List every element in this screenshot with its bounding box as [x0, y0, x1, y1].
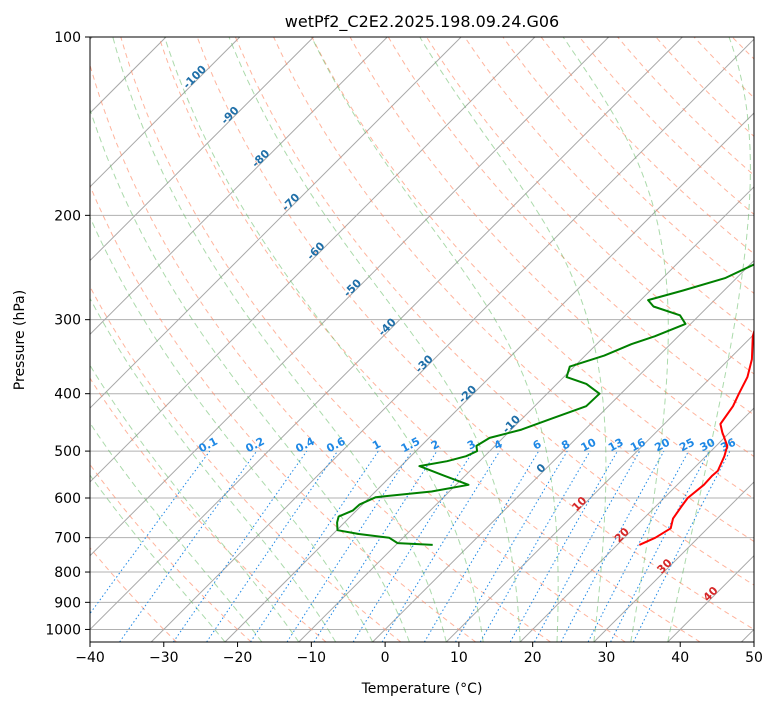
- isotherm-line: [445, 333, 754, 642]
- isotherm-line: [90, 37, 683, 631]
- sounding-profiles: [336, 263, 754, 546]
- mixing-ratio-line: [560, 450, 665, 642]
- mixing-ratio-label: 10: [579, 436, 599, 455]
- isotherm-line: [593, 481, 754, 642]
- mixing-ratio-line: [313, 450, 438, 642]
- dry-adiabat-line: [311, 37, 754, 500]
- dry-adiabat-line: [90, 63, 551, 642]
- y-tick-label: 500: [54, 444, 81, 460]
- mixing-ratio-label: 36: [718, 435, 738, 454]
- dry-adiabat-line: [196, 37, 754, 631]
- mixing-ratio-line: [455, 450, 568, 642]
- isotherm-line: [90, 37, 314, 262]
- mixing-ratio-line: [119, 450, 258, 642]
- dry-adiabat-line: [349, 37, 754, 458]
- x-tick-label: −30: [149, 650, 179, 666]
- isotherm-line: [90, 37, 241, 188]
- y-tick-label: 800: [54, 565, 81, 581]
- mixing-ratio-label: 30: [698, 435, 718, 454]
- x-tick-label: 10: [450, 650, 468, 666]
- chart-title: wetPf2_C2E2.2025.198.09.24.G06: [285, 12, 559, 32]
- moist-adiabat-line: [311, 37, 559, 642]
- moist-adiabat-line: [90, 422, 263, 642]
- moist-adiabat-line: [90, 297, 337, 642]
- x-tick-label: −40: [75, 650, 105, 666]
- isotherm-line: [224, 112, 754, 642]
- mixing-ratio-line: [90, 450, 211, 615]
- mixing-ratio-line: [509, 450, 618, 642]
- moist-adiabat-line: [228, 37, 521, 642]
- x-axis-title: Temperature (°C): [361, 681, 483, 697]
- mixing-ratio-line: [172, 450, 308, 642]
- dewpoint-profile-line: [336, 263, 754, 546]
- y-tick-label: 600: [54, 491, 81, 507]
- dry-adiabat-line: [90, 285, 402, 642]
- y-tick-label: 900: [54, 595, 81, 611]
- mixing-ratio-line: [352, 450, 474, 642]
- isotherm-line: [90, 37, 388, 336]
- x-tick-label: 20: [524, 650, 542, 666]
- dry-adiabat-line: [90, 377, 327, 642]
- x-tick-label: 50: [745, 650, 763, 666]
- y-tick-label: 200: [54, 208, 81, 224]
- y-tick-label: 100: [54, 30, 81, 46]
- mixing-ratio-line: [533, 450, 641, 642]
- y-tick-label: 700: [54, 531, 81, 547]
- mixing-ratio-label: 25: [677, 436, 697, 455]
- y-tick-label: 1000: [45, 622, 81, 638]
- dry-adiabat-line: [426, 37, 754, 375]
- background-lines: [90, 37, 754, 642]
- mixing-ratio-label: 20: [652, 436, 672, 455]
- mixing-ratio-line: [423, 450, 540, 642]
- y-axis: 1000 900 800 700 600 500 400 300 200 100: [45, 30, 90, 638]
- mixing-ratio-line: [206, 450, 339, 642]
- x-tick-label: 40: [671, 650, 689, 666]
- mixing-ratio-label: 13: [606, 436, 626, 455]
- x-tick-label: 0: [381, 650, 390, 666]
- moist-adiabat-line: [90, 474, 226, 642]
- mixing-ratio-label: 16: [628, 436, 648, 455]
- dry-adiabat-line: [120, 37, 626, 642]
- dry-adiabat-line: [387, 37, 754, 416]
- y-tick-label: 300: [54, 313, 81, 329]
- x-axis: −40 −30 −20 −10 0 10 20 30 40 50: [75, 642, 763, 666]
- mixing-ratio-line: [479, 450, 591, 642]
- temperature-profile-line: [638, 328, 754, 546]
- dry-adiabat-line: [234, 37, 754, 586]
- isotherm-line: [372, 259, 754, 642]
- isotherm-line: [150, 38, 754, 642]
- plot-area: [90, 37, 754, 642]
- moist-adiabat-line: [90, 107, 410, 642]
- y-tick-label: 400: [54, 387, 81, 403]
- isotherm-line: [90, 37, 462, 409]
- x-tick-label: −10: [297, 650, 327, 666]
- moist-adiabat-line: [90, 216, 374, 642]
- y-axis-title: Pressure (hPa): [12, 290, 28, 390]
- plot-frame: [89, 36, 755, 643]
- isotherm-line: [90, 37, 610, 557]
- x-tick-label: 30: [598, 650, 616, 666]
- x-tick-label: −20: [223, 650, 253, 666]
- isotherm-line: [90, 37, 536, 483]
- moist-adiabat-line: [419, 37, 607, 642]
- isotherm-line: [519, 407, 754, 642]
- moist-adiabat-line: [667, 37, 751, 642]
- mixing-ratio-line: [381, 450, 501, 642]
- moist-adiabat-line: [164, 37, 484, 642]
